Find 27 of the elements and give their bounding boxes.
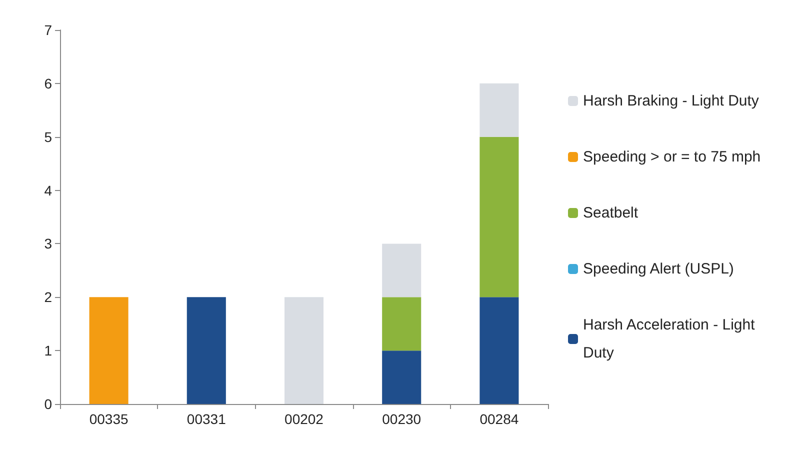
legend-label: Harsh Braking - Light Duty	[583, 92, 760, 110]
x-tick-label: 00284	[480, 411, 519, 427]
y-tick-label: 0	[44, 396, 52, 412]
x-tick-label: 00331	[186, 411, 226, 427]
legend-label: Speeding > or = to 75 mph	[583, 148, 761, 166]
y-tick-label: 2	[44, 289, 52, 306]
bar	[89, 297, 128, 404]
legend-label: Harsh Acceleration - Light Duty	[583, 316, 759, 362]
bar	[480, 83, 519, 137]
x-tick-label: 00202	[284, 411, 324, 427]
y-tick-label: 4	[44, 182, 52, 198]
legend-label: Speeding Alert (USPL)	[583, 260, 734, 278]
bar	[284, 297, 324, 404]
x-tick-label: 00335	[89, 411, 128, 427]
bar	[382, 244, 422, 298]
x-tick-label: 00230	[382, 411, 422, 427]
y-tick-label: 7	[44, 22, 52, 38]
bar	[186, 297, 226, 404]
bar	[480, 297, 519, 404]
y-tick-label: 6	[44, 75, 52, 92]
bar	[382, 350, 422, 404]
y-tick-label: 5	[44, 128, 52, 145]
bar	[382, 297, 422, 351]
y-tick-label: 3	[44, 236, 52, 252]
bar	[480, 136, 519, 298]
y-tick-label: 1	[44, 342, 52, 359]
legend-label: Seatbelt	[583, 204, 639, 222]
